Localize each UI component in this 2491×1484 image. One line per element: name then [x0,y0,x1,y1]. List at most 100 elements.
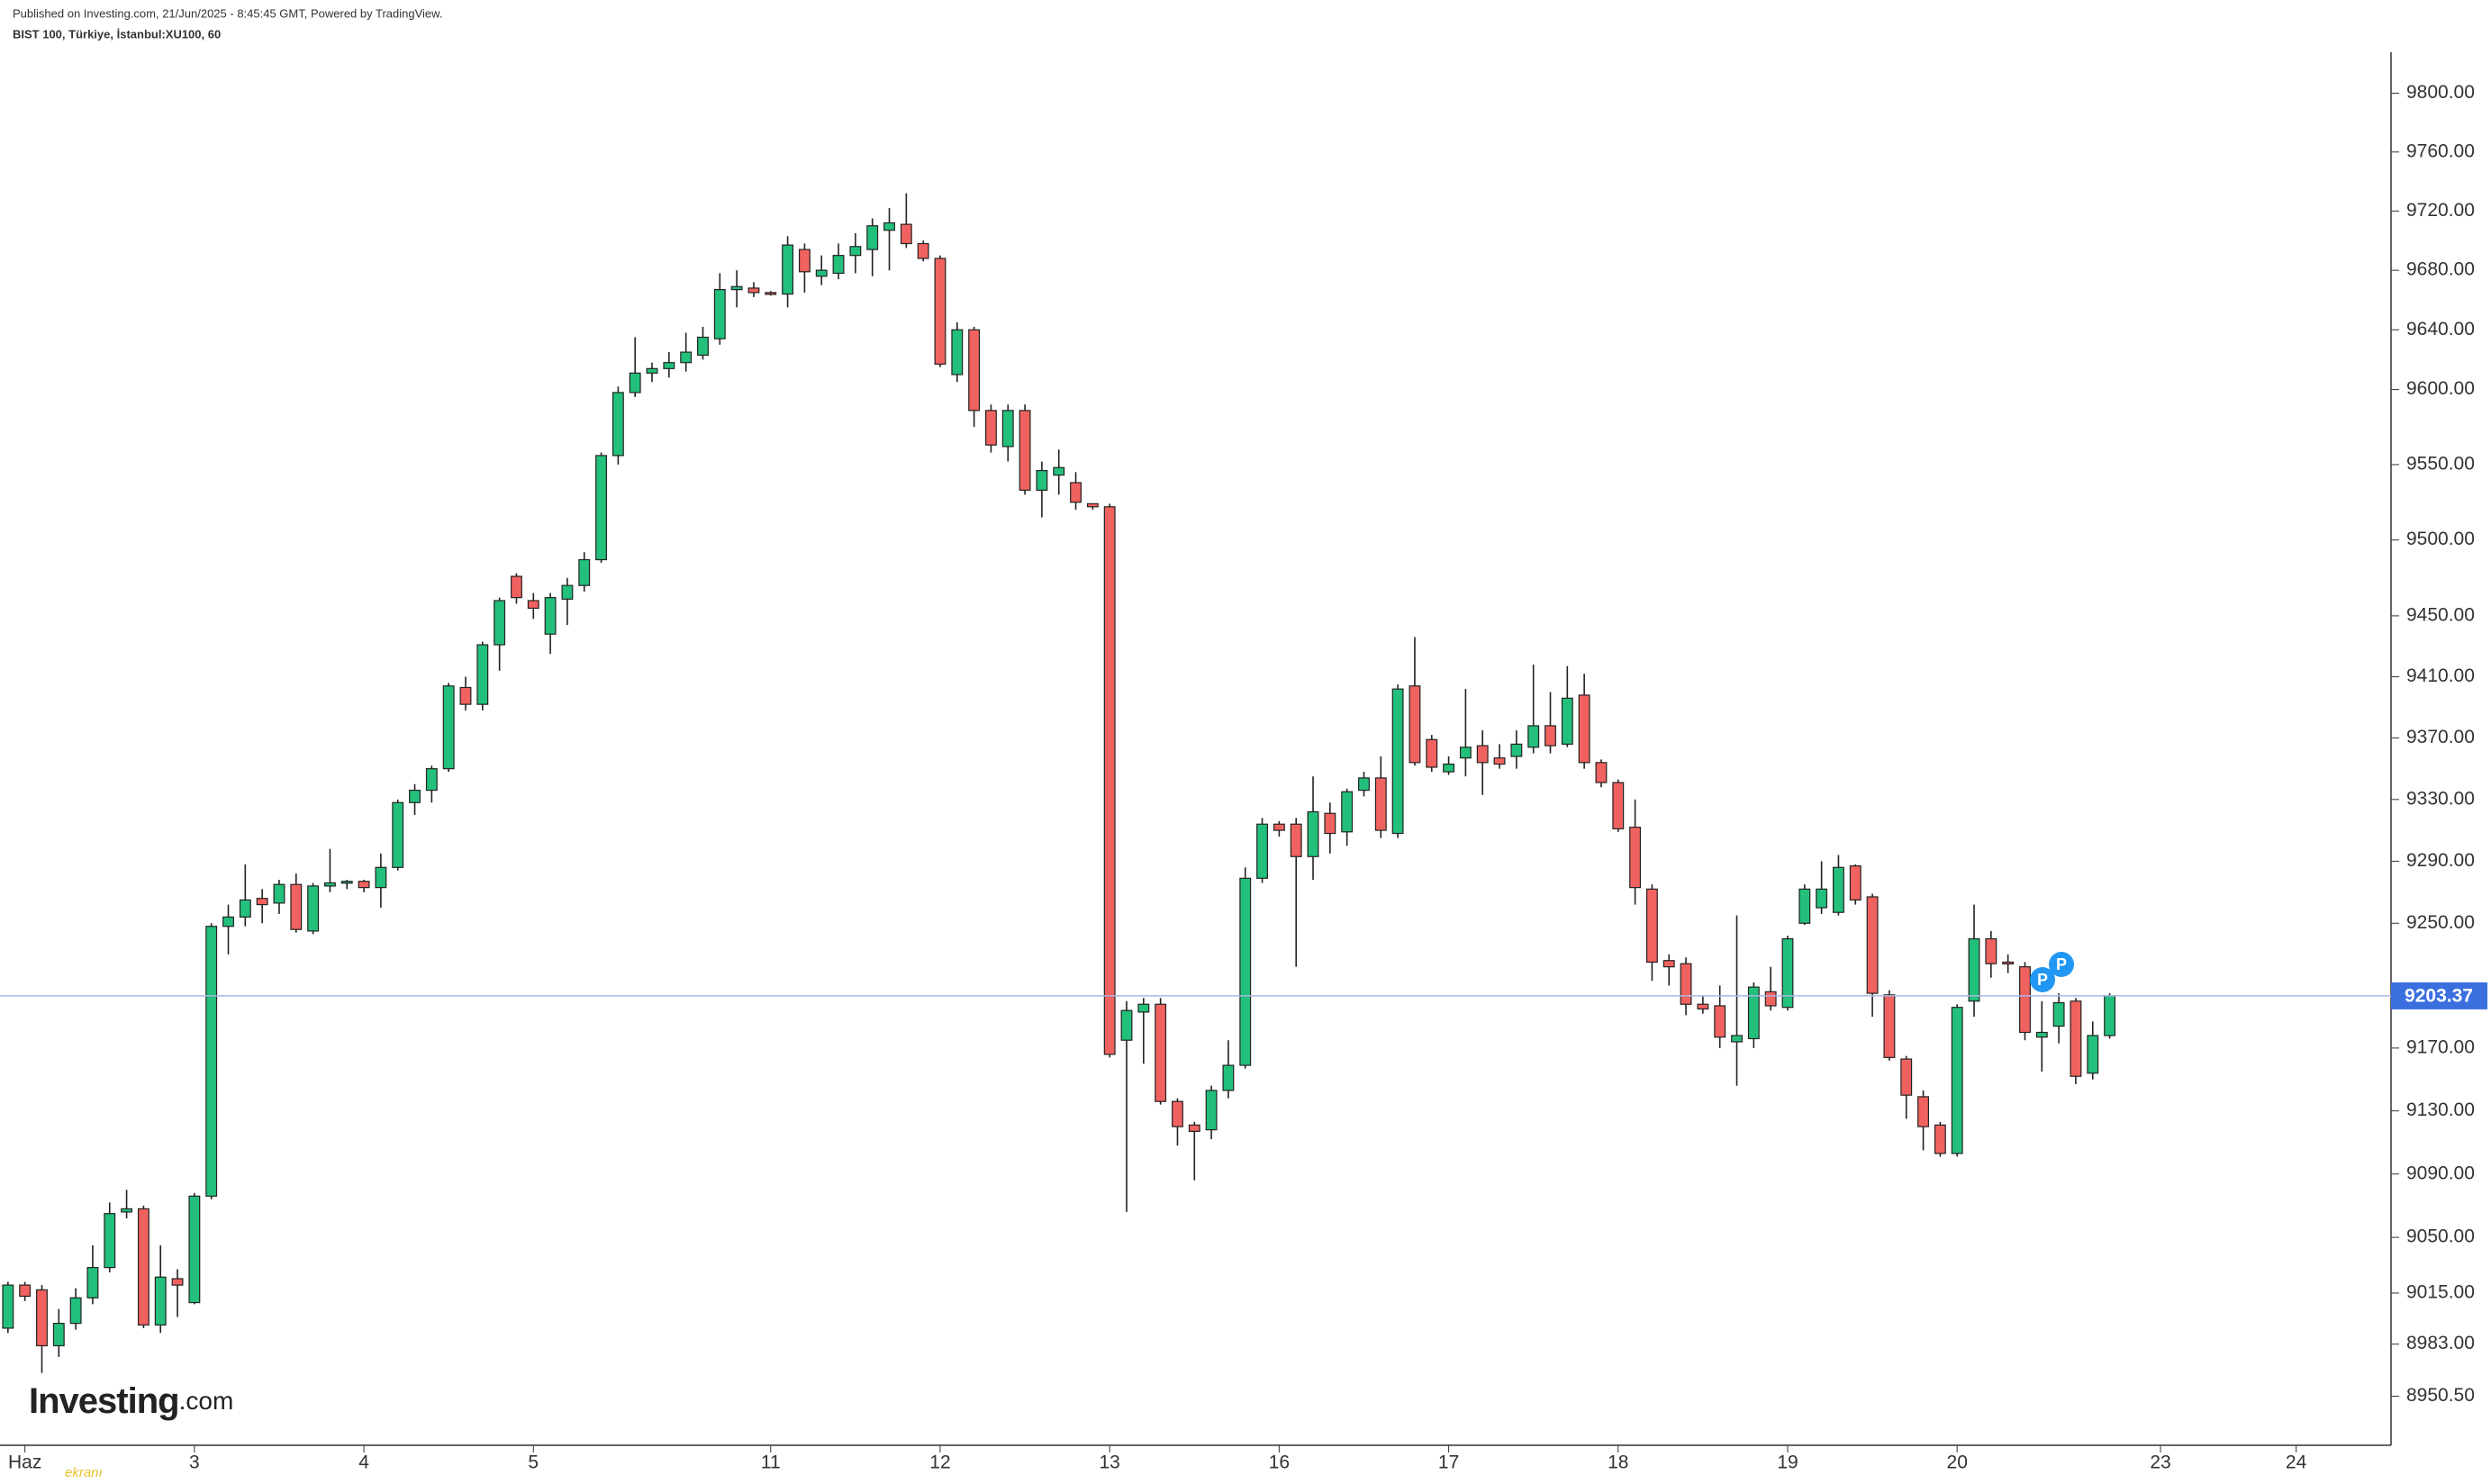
marker-circle [2049,952,2074,977]
candle-body [680,351,693,364]
candle-body [544,597,557,635]
candle-body [69,1297,82,1325]
candle-body [2035,1031,2048,1038]
candle-body [1493,757,1506,765]
candle-body [239,899,251,918]
candle-body [1697,1003,1709,1010]
candle-body [1443,763,1455,773]
candle-body [442,685,455,770]
candle-body [561,584,574,600]
candle-body [375,866,387,889]
candle-body [1358,777,1370,792]
x-tick-label: 12 [929,1452,950,1473]
candle-body [1680,963,1692,1005]
candle-body [1001,410,1014,448]
candle-body [2087,1035,2099,1074]
candle-body [1662,960,1675,968]
x-tick-label: Haz [8,1452,41,1473]
y-tick-label: 9450.00 [2406,604,2475,625]
candle-body [1527,725,1540,748]
plot-area: 9800.00 9760.00 9720.00 9680.00 9640.00 9600.… [0,52,2487,1473]
candle-body [697,336,709,356]
candle-body [459,686,472,705]
candle-body [1985,937,1997,964]
candle-body [205,926,218,1197]
candle-body [1883,994,1896,1058]
x-tick-label: 24 [2286,1452,2307,1473]
candle-body [1307,810,1319,857]
candle-body [188,1195,201,1304]
candle-body [765,292,777,295]
candle-body [1019,410,1031,491]
candle-body [323,882,336,887]
x-tick-label: 4 [358,1452,369,1473]
candle-body [256,898,268,906]
candle-body [646,367,658,374]
candle-body [798,249,811,273]
candle-body [1188,1124,1200,1132]
candle-body [1849,864,1861,901]
candle-body [340,881,353,884]
logo-suffix: .com [179,1387,234,1415]
candle-body [611,392,624,457]
candle-body [900,223,912,245]
y-tick-label: 9015.00 [2406,1281,2475,1302]
marker-p: P [2049,952,2074,977]
candle-body [1239,877,1252,1066]
candle-body [392,801,404,868]
candle-body [1391,688,1404,835]
candle-body [951,329,964,376]
candle-body [273,883,285,904]
x-tick-label: 23 [2150,1452,2170,1473]
candle-body [1900,1058,1913,1096]
candle-body [578,558,591,586]
candle-body [1798,888,1811,924]
y-tick-label: 9250.00 [2406,912,2475,933]
published-note: Published on Investing.com, 21/Jun/2025 … [13,6,442,20]
candle-body [1120,1009,1133,1041]
candle-body [866,225,879,250]
candle-body [1544,725,1556,747]
x-tick-label: 16 [1269,1452,1290,1473]
candle-body [1645,888,1658,964]
candle-body [1781,937,1794,1009]
y-tick-label: 9760.00 [2406,140,2475,161]
candle-body [747,287,760,294]
candle-body [1155,1003,1167,1102]
candle-body [86,1267,99,1298]
candle-body [1917,1096,1929,1127]
candle-body [409,789,421,803]
last-price-label: 9203.37 [2405,985,2473,1006]
candle-body [104,1213,116,1269]
x-tick-label: 5 [528,1452,539,1473]
symbol-title: BIST 100, Türkiye, İstanbul:XU100, 60 [13,27,221,41]
candle-body [36,1289,48,1347]
candle-body [782,244,794,295]
candle-body [832,255,845,275]
candle-body [2,1284,14,1329]
y-tick-label: 8950.50 [2406,1385,2475,1406]
y-tick-label: 9600.00 [2406,378,2475,399]
candle-body [1222,1064,1235,1091]
y-tick-label: 9050.00 [2406,1226,2475,1247]
candle-body [849,246,862,257]
y-tick-label: 9290.00 [2406,850,2475,871]
x-tick-label: 11 [761,1452,781,1473]
candle-body [476,644,489,705]
y-tick-label: 9130.00 [2406,1099,2475,1120]
candle-body [883,222,895,231]
candle-body [1595,762,1608,783]
candle-body [290,883,303,930]
candle-body [1951,1007,1963,1154]
x-tick-label: 17 [1438,1452,1459,1473]
candle-body [934,258,947,365]
candle-body [1561,697,1573,745]
candle-body [137,1208,149,1326]
candle-body [1459,747,1472,759]
candle-body [2052,1001,2065,1027]
candle-body [1256,823,1268,879]
candle-body [358,881,370,889]
logo-brand: Investing.com [29,1381,233,1421]
